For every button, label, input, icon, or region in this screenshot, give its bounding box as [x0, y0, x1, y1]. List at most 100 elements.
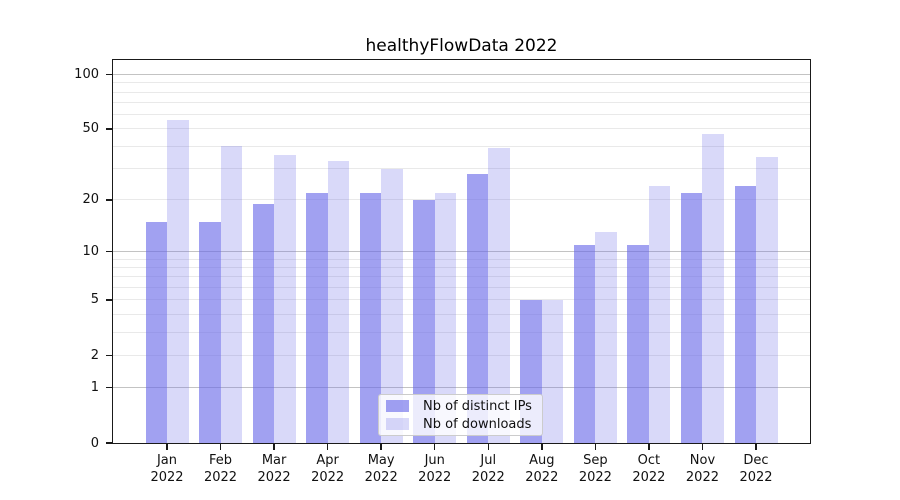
x-tick [648, 443, 650, 450]
bar-nb-of-distinct-ips-oct [627, 244, 649, 443]
x-tick-label: Feb 2022 [191, 452, 251, 486]
x-tick-month: May [367, 453, 395, 468]
bar-nb-of-downloads-jun [434, 192, 457, 443]
x-tick [541, 443, 543, 450]
x-tick-label: Apr 2022 [298, 452, 358, 486]
y-tick-label: 0 [90, 435, 99, 451]
x-tick-year: 2022 [578, 470, 612, 485]
y-tick-label: 5 [90, 292, 99, 308]
gridline-minor [113, 199, 810, 201]
x-tick-label: May 2022 [351, 452, 411, 486]
bar-nb-of-distinct-ips-jun [413, 199, 435, 443]
bar-nb-of-downloads-mar [274, 154, 296, 443]
bar-nb-of-distinct-ips-feb [199, 221, 221, 443]
x-tick-month: Sep [583, 453, 608, 468]
bar-nb-of-distinct-ips-jan [145, 221, 167, 443]
bar-nb-of-distinct-ips-jul [466, 174, 489, 443]
x-tick-month: Nov [689, 453, 716, 468]
x-tick-year: 2022 [311, 470, 345, 485]
y-tick [106, 442, 113, 444]
x-tick-year: 2022 [418, 470, 452, 485]
x-tick [594, 443, 597, 450]
gridline-minor [113, 331, 810, 333]
x-tick [755, 443, 757, 450]
x-tick [166, 443, 168, 450]
y-tick-label: 100 [74, 66, 99, 82]
y-tick [106, 128, 113, 130]
bar-nb-of-downloads-jul [488, 148, 510, 443]
y-tick-label: 20 [82, 192, 99, 208]
y-tick-label: 1 [90, 380, 99, 396]
x-tick-label: Jan 2022 [137, 452, 197, 486]
x-tick-month: Jan [156, 453, 178, 468]
bar-nb-of-distinct-ips-mar [252, 203, 275, 443]
x-tick [701, 443, 704, 450]
gridline-minor [113, 168, 810, 170]
bar-nb-of-downloads-feb [220, 146, 243, 443]
x-tick [273, 443, 275, 450]
x-tick [219, 443, 222, 450]
gridline-major [113, 387, 810, 389]
legend-label: Nb of distinct IPs [423, 398, 532, 414]
x-tick-label: Oct 2022 [619, 452, 679, 486]
gridline-minor [113, 267, 810, 269]
x-tick-month: Jun [424, 453, 445, 468]
gridline-minor [113, 354, 810, 356]
gridline-minor [113, 287, 810, 289]
bar-nb-of-downloads-aug [541, 299, 564, 443]
bar-nb-of-distinct-ips-may [359, 192, 382, 443]
y-tick-label: 10 [82, 244, 99, 259]
gridline-minor [113, 82, 810, 84]
bar-nb-of-downloads-jan [167, 120, 189, 443]
x-tick-label: Dec 2022 [726, 452, 786, 486]
bar-nb-of-downloads-nov [702, 133, 724, 443]
x-tick-label: Sep 2022 [565, 452, 625, 486]
legend: Nb of distinct IPs Nb of downloads [378, 394, 543, 436]
gridline-minor [113, 145, 810, 147]
x-tick-month: Mar [261, 453, 287, 468]
y-tick [106, 250, 113, 253]
legend-swatch-downloads [386, 418, 409, 430]
x-tick-year: 2022 [364, 470, 398, 485]
gridline-minor [113, 128, 810, 130]
legend-item: Nb of downloads [386, 416, 535, 432]
gridline-minor [113, 114, 810, 116]
y-tick [106, 386, 113, 389]
gridline-minor [113, 102, 810, 104]
x-tick [326, 443, 329, 450]
x-tick [380, 443, 382, 450]
gridline-minor [113, 299, 810, 301]
x-tick-label: Aug 2022 [512, 452, 572, 486]
x-tick [487, 443, 490, 450]
x-tick-month: Apr [316, 453, 339, 468]
gridline-minor [113, 313, 810, 315]
x-tick-label: Jun 2022 [405, 452, 465, 486]
y-tick-label: 2 [90, 347, 99, 363]
bar-nb-of-downloads-sep [595, 232, 617, 443]
legend-swatch-distinct-ips [386, 400, 409, 412]
x-tick-month: Dec [743, 453, 769, 468]
x-tick-year: 2022 [257, 470, 291, 485]
bar-nb-of-distinct-ips-apr [306, 192, 328, 443]
x-tick-year: 2022 [150, 470, 184, 485]
bar-nb-of-downloads-may [381, 168, 403, 443]
x-tick-year: 2022 [685, 470, 719, 485]
bar-nb-of-downloads-oct [648, 185, 671, 443]
y-tick [106, 199, 113, 201]
bar-nb-of-distinct-ips-nov [680, 192, 703, 443]
legend-label: Nb of downloads [423, 416, 532, 432]
bar-nb-of-distinct-ips-dec [734, 185, 756, 443]
x-tick-month: Feb [209, 453, 233, 468]
y-tick-label: 50 [82, 121, 99, 137]
x-tick-year: 2022 [203, 470, 238, 485]
gridline-minor [113, 91, 810, 93]
y-tick [106, 299, 113, 301]
x-tick-year: 2022 [471, 470, 505, 485]
y-tick [106, 73, 113, 76]
bar-nb-of-downloads-apr [327, 161, 350, 443]
x-tick-month: Oct [637, 453, 661, 468]
x-tick-year: 2022 [525, 470, 559, 485]
bar-nb-of-downloads-dec [756, 156, 778, 443]
gridline-major [113, 251, 810, 252]
x-tick-month: Aug [529, 453, 555, 468]
